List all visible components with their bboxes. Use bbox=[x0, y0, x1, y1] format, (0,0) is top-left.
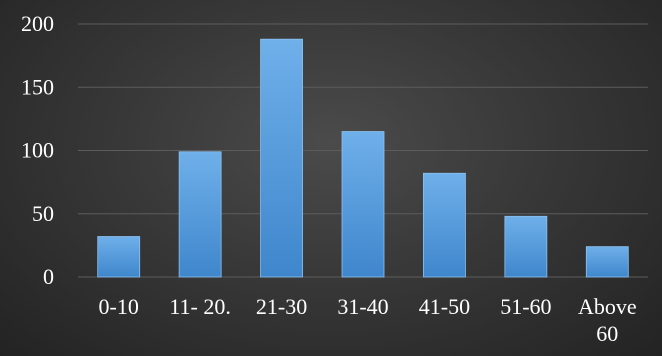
x-tick-label: 51-60 bbox=[500, 294, 551, 319]
x-tick-label: 60 bbox=[596, 321, 618, 346]
bar bbox=[260, 38, 303, 278]
x-tick-label: 0-10 bbox=[99, 294, 139, 319]
y-tick-label: 200 bbox=[21, 11, 54, 36]
y-tick-label: 50 bbox=[32, 201, 54, 226]
bar bbox=[97, 236, 141, 278]
x-tick-label: 31-40 bbox=[337, 294, 388, 319]
bar bbox=[341, 131, 385, 278]
y-axis-ticks: 0 50 100 150 200 bbox=[21, 11, 54, 289]
y-tick-label: 100 bbox=[21, 138, 54, 163]
y-tick-label: 0 bbox=[43, 264, 54, 289]
bar bbox=[504, 215, 548, 278]
x-tick-label: Above bbox=[578, 294, 637, 319]
x-tick-label: 11- 20. bbox=[169, 294, 231, 319]
bar bbox=[585, 246, 629, 278]
x-tick-label: 21-30 bbox=[256, 294, 307, 319]
y-tick-label: 150 bbox=[21, 74, 54, 99]
bar bbox=[178, 151, 222, 278]
bars bbox=[97, 38, 629, 278]
x-tick-label: 41-50 bbox=[419, 294, 470, 319]
bar bbox=[423, 172, 466, 278]
